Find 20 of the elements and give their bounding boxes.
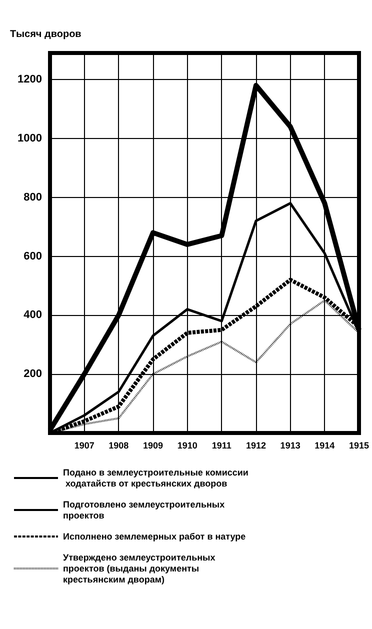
- legend-label: Подано в землеустроительные комиссии ходатайств от крестьянских дворов: [63, 468, 248, 488]
- x-tick-label: 1912: [246, 440, 266, 450]
- y-tick-label: 1000: [18, 132, 42, 144]
- y-tick-label: 200: [24, 368, 42, 380]
- x-tick-label: 1907: [74, 440, 94, 450]
- y-tick-label: 800: [24, 191, 42, 204]
- y-axis-title: Тысяч дворов: [10, 29, 82, 40]
- x-tick-label: 1909: [142, 440, 164, 450]
- x-tick-label: 1913: [280, 440, 300, 450]
- y-tick-label: 1200: [18, 74, 42, 86]
- y-tick-label: 400: [24, 309, 42, 322]
- x-tick-label: 1908: [108, 440, 129, 450]
- legend-label: Подготовлено землеустроительных проектов: [63, 500, 228, 520]
- x-tick-label: 1915: [348, 440, 370, 450]
- x-tick-label: 1914: [314, 440, 335, 450]
- legend-label: Исполнено землемерных работ в натуре: [63, 532, 246, 542]
- y-tick-label: 600: [24, 250, 42, 262]
- x-tick-label: 1910: [177, 440, 198, 450]
- legend-label: Утверждено землеустроительных проектов (выданы документы крестьянским дворам): [63, 552, 218, 584]
- x-tick-label: 1911: [212, 440, 232, 450]
